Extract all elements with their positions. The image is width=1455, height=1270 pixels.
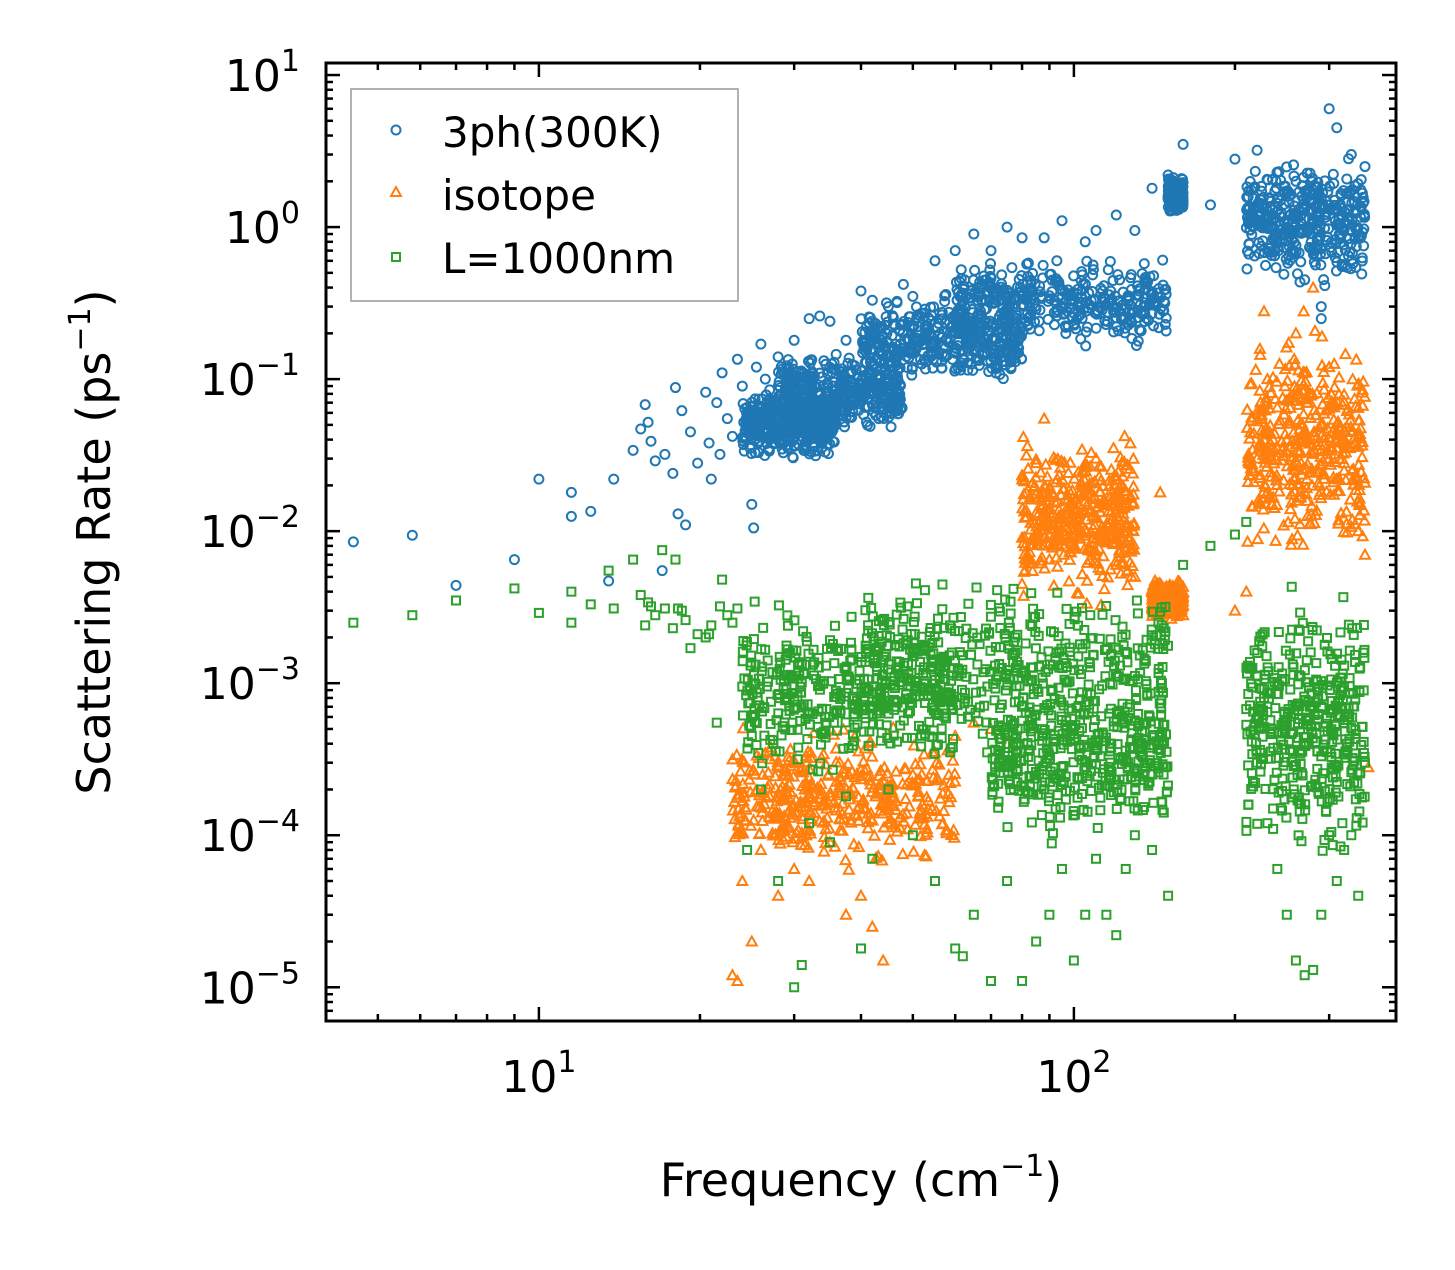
- data-point: [780, 372, 792, 384]
- data-point: [885, 421, 897, 433]
- data-point: [889, 395, 901, 407]
- data-point: [830, 348, 842, 360]
- data-point: [950, 363, 962, 375]
- data-point: [738, 445, 750, 457]
- data-point: [829, 364, 841, 376]
- data-point: [842, 357, 854, 369]
- data-point: [775, 361, 787, 373]
- data-point: [855, 379, 867, 391]
- data-point: [822, 382, 834, 394]
- data-point: [779, 387, 791, 399]
- data-point: [827, 436, 839, 448]
- data-point: [845, 368, 857, 380]
- data-point: [843, 387, 855, 399]
- data-point: [822, 422, 834, 434]
- data-point: [783, 416, 795, 428]
- data-point: [866, 393, 878, 405]
- data-point: [839, 421, 851, 433]
- data-point: [798, 425, 810, 437]
- data-point: [865, 355, 877, 367]
- data-point: [773, 366, 785, 378]
- data-point: [890, 379, 902, 391]
- data-point: [859, 369, 871, 381]
- data-point: [861, 419, 873, 431]
- data-point: [873, 413, 885, 425]
- data-point: [892, 384, 904, 396]
- data-point: [939, 290, 951, 302]
- data-point: [831, 397, 843, 409]
- data-point: [753, 400, 765, 412]
- data-point: [808, 429, 820, 441]
- data-point: [749, 447, 761, 459]
- data-point: [806, 401, 818, 413]
- data-point: [824, 399, 836, 411]
- data-point: [754, 423, 766, 435]
- data-point: [813, 407, 825, 419]
- data-point: [777, 425, 789, 437]
- data-point: [791, 399, 803, 411]
- data-point: [762, 413, 774, 425]
- data-point: [805, 446, 817, 458]
- data-point: [806, 380, 818, 392]
- data-point: [883, 411, 895, 423]
- data-point: [875, 373, 887, 385]
- data-point: [782, 435, 794, 447]
- data-point: [781, 360, 793, 372]
- data-point: [936, 306, 948, 318]
- data-point: [955, 364, 967, 376]
- data-point: [857, 381, 869, 393]
- data-point: [745, 432, 757, 444]
- data-point: [840, 411, 852, 423]
- data-point: [739, 425, 751, 437]
- data-point: [773, 380, 785, 392]
- data-point: [750, 413, 762, 425]
- data-point: [799, 445, 811, 457]
- data-point: [867, 399, 879, 411]
- data-point: [798, 439, 810, 451]
- data-point: [816, 371, 828, 383]
- data-point: [836, 363, 848, 375]
- data-layer: [347, 103, 1375, 993]
- data-point: [777, 447, 789, 459]
- data-point: [771, 422, 783, 434]
- data-point: [803, 355, 815, 367]
- data-point: [809, 415, 821, 427]
- data-point: [869, 402, 881, 414]
- data-point: [784, 401, 796, 413]
- data-point: [741, 414, 753, 426]
- data-point: [843, 352, 855, 364]
- data-point: [791, 426, 803, 438]
- data-point: [806, 366, 818, 378]
- data-point: [787, 452, 799, 464]
- data-point: [870, 384, 882, 396]
- data-point: [844, 411, 856, 423]
- data-point: [791, 393, 803, 405]
- data-point: [878, 392, 890, 404]
- data-point: [753, 393, 765, 405]
- data-point: [858, 409, 870, 421]
- data-point: [849, 395, 861, 407]
- data-point: [753, 447, 765, 459]
- data-point: [879, 398, 891, 410]
- data-point: [751, 407, 763, 419]
- data-point: [792, 366, 804, 378]
- data-point: [940, 289, 952, 301]
- data-point: [828, 385, 840, 397]
- data-point: [820, 358, 832, 370]
- data-point: [768, 438, 780, 450]
- data-point: [819, 446, 831, 458]
- data-point: [787, 379, 799, 391]
- data-point: [891, 405, 903, 417]
- data-point: [864, 376, 876, 388]
- data-point: [759, 450, 771, 462]
- series-1: [347, 103, 1371, 591]
- data-point: [783, 362, 795, 374]
- data-point: [838, 368, 850, 380]
